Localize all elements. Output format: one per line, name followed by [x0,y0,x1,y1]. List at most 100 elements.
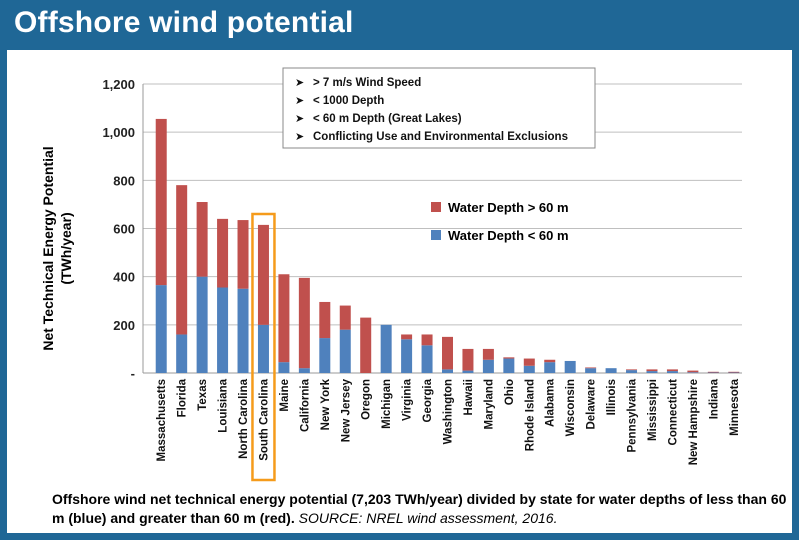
x-tick-label: California [299,378,311,432]
bar-deep [319,301,331,339]
x-tick-label: Florida [177,378,189,417]
criteria-bullet-icon: ➤ [295,113,304,125]
criteria-item: Conflicting Use and Environmental Exclus… [313,131,568,143]
bar-shallow [421,345,433,373]
bar-deep [462,348,474,371]
bar-deep [237,220,249,289]
legend-label-shallow: Water Depth < 60 m [448,228,569,243]
x-tick-label: New Hampshire [688,379,700,465]
bar-shallow [196,276,208,373]
x-tick-label: Minnesota [729,378,741,435]
bar-shallow [442,369,453,373]
page-title: Offshore wind potential [14,6,354,39]
bar-shallow [257,324,269,373]
caption-text: Offshore wind net technical energy poten… [52,491,787,526]
y-tick-label: 1,000 [102,125,135,140]
bar-shallow [298,368,310,373]
x-tick-label: New Jersey [340,378,352,442]
x-tick-label: Hawaii [463,379,475,415]
x-tick-label: Alabama [545,378,557,427]
bar-deep [278,274,290,363]
x-tick-label: Georgia [422,378,434,422]
x-tick-label: Mississippi [647,379,659,441]
bar-shallow [380,324,392,373]
bar-shallow [503,358,515,373]
bar-shallow [176,334,188,373]
criteria-bullet-icon: ➤ [295,77,304,89]
y-tick-label: 200 [113,318,135,333]
bar-deep [646,369,658,372]
bar-shallow [585,368,597,373]
bar-shallow [687,372,699,373]
x-tick-label: Pennsylvania [627,378,639,452]
y-tick-label: - [131,366,135,381]
criteria-item: > 7 m/s Wind Speed [313,77,421,89]
bar-shallow [217,287,229,373]
bar-deep [339,305,351,330]
legend-swatch-shallow [431,230,441,240]
x-tick-label: South Carolina [258,378,270,460]
y-tick-labels: - 200 400 600 800 1,000 1,200 [102,77,135,381]
bar-shallow [482,359,494,373]
bar-shallow [605,368,617,373]
bar-shallow [278,362,290,373]
criteria-bullet-icon: ➤ [295,95,304,107]
x-tick-label: Maine [279,379,291,412]
caption-source: SOURCE: NREL wind assessment, 2016. [298,510,558,526]
bar-shallow [339,329,351,373]
x-tick-label: Texas [197,379,209,411]
bar-shallow [564,360,576,373]
bar-deep [176,185,188,335]
x-tick-label: Illinois [606,379,618,415]
bar-shallow [462,370,474,373]
x-tick-label: Oregon [361,379,373,420]
x-tick-label: Maryland [483,379,495,430]
bar-deep [523,358,535,366]
bar-deep [687,370,699,373]
bar-deep [196,202,208,277]
bar-shallow [544,362,556,373]
x-tick-label: Ohio [504,379,516,405]
bar-deep [503,357,515,359]
bar-deep [707,371,719,373]
y-tick-label: 400 [113,270,135,285]
bar-deep [544,359,556,363]
x-tick-label: Delaware [586,379,598,430]
x-tick-label: Washington [443,379,455,444]
bar-deep [585,367,597,369]
bar-deep [257,224,269,325]
bar-deep [442,336,453,370]
bar-shallow [155,285,167,373]
criteria-item: < 1000 Depth [313,95,384,107]
x-tick-label: Indiana [708,378,720,419]
y-tick-label: 800 [113,173,135,188]
x-tick-label: Virginia [402,378,414,421]
bar-deep [155,118,167,286]
bar-shallow [646,371,658,373]
bars [155,118,740,373]
title-bar: Offshore wind potential [0,0,799,48]
bar-shallow [523,365,535,373]
bar-deep [666,369,678,372]
bar-deep [626,369,638,371]
criteria-box: ➤ > 7 m/s Wind Speed ➤ < 1000 Depth ➤ < 60 m … [282,67,596,149]
bar-shallow [666,371,678,373]
content-panel: - 200 400 600 800 1,000 1,200 Net Technical En… [7,50,792,533]
x-tick-labels: Massachusetts Florida Texas Louisiana North … [156,378,741,465]
bar-deep [401,334,413,340]
criteria-item: < 60 m Depth (Great Lakes) [313,113,462,125]
x-tick-label: Louisiana [218,378,230,432]
y-tick-label: 1,200 [102,77,135,92]
y-axis-label: Net Technical Energy Potential [40,146,56,350]
x-tick-label: Connecticut [667,379,679,446]
south-carolina-highlight [251,212,276,482]
bar-shallow [237,288,249,373]
bar-deep [728,371,740,373]
legend-swatch-deep [431,202,441,212]
bar-deep [482,348,494,360]
legend: Water Depth > 60 m Water Depth < 60 m [431,200,569,243]
bar-shallow [401,339,413,373]
legend-label-deep: Water Depth > 60 m [448,200,569,215]
bar-deep [298,277,310,369]
bar-deep [421,334,433,346]
